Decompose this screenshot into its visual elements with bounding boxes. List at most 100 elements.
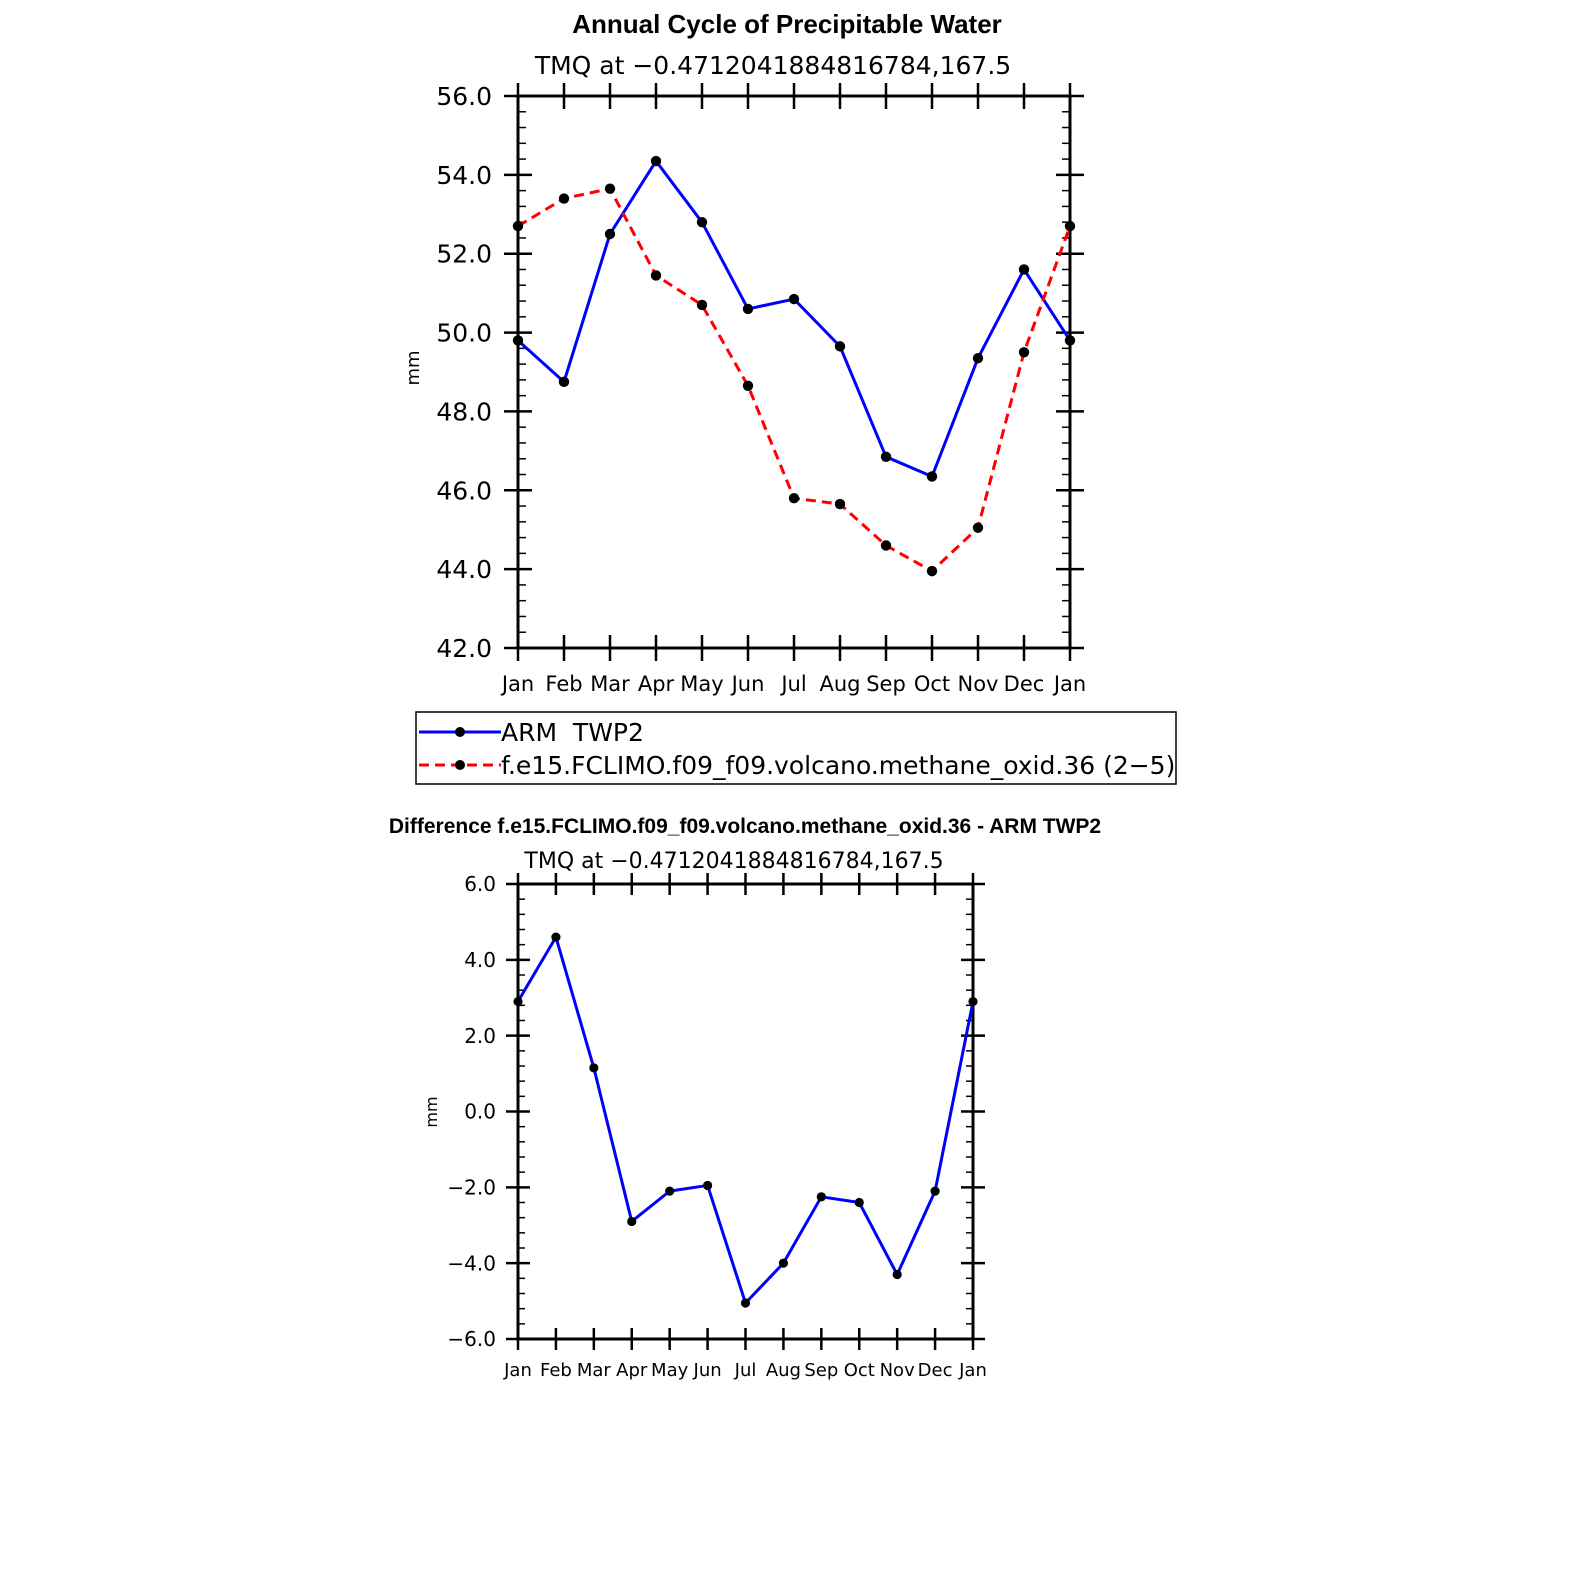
chart1-series-2-point [1018,347,1030,358]
chart2-xtick-label: Jun [693,1360,722,1381]
chart1-xtick-label: Oct [914,672,950,696]
chart2-series-1-point [778,1258,789,1268]
chart1-xtick-label: Dec [1004,672,1045,696]
chart1-title: Annual Cycle of Precipitable Water [572,9,1002,39]
chart1-series-2-point [926,565,938,577]
chart1-series-2-point [1064,220,1076,232]
chart2-series-1-point [627,1216,637,1227]
chart1-series-2-point [788,492,800,504]
chart1-series-2-point [604,183,616,194]
chart1-series-1-point [1018,264,1030,275]
chart1-series-1-point [604,228,616,240]
chart1-legend: ARM TWP2 f.e15.FCLIMO.f09_f09.volcano.me… [415,711,1177,785]
chart1-ytick-label: 54.0 [436,161,492,190]
chart2-series-1-point [589,1063,599,1073]
chart2-xtick-label: Oct [844,1360,875,1381]
chart1-ytick-label: 42.0 [436,634,492,663]
chart2-xtick-label: May [651,1360,689,1381]
chart2-title: Difference f.e15.FCLIMO.f09_f09.volcano.… [389,815,1101,838]
legend-box [415,711,1177,785]
chart1-ytick-label: 52.0 [436,240,492,269]
chart2-ytick-label: 2.0 [464,1024,496,1048]
chart2-xtick-label: Mar [577,1360,612,1381]
chart1-xtick-label: Aug [819,672,860,696]
chart2-ytick-label: −4.0 [447,1251,496,1275]
chart1-series-2-point [834,498,846,510]
chart1-series-2-line [517,187,1072,573]
chart2-xtick-label: Jan [503,1360,532,1381]
chart2-ytick-label: 4.0 [464,948,496,972]
chart2-xtick-label: Nov [880,1360,915,1381]
chart1-xtick-label: Sep [866,672,906,696]
chart1-series-1-line [516,159,1072,478]
chart2-xtick-label: Jul [734,1360,757,1381]
chart2-xtick-label: Aug [766,1360,801,1381]
chart2-ytick-label: −2.0 [447,1176,496,1200]
chart1-series-1-point [834,341,846,352]
legend-label-model: f.e15.FCLIMO.f09_f09.volcano.methane_oxi… [501,751,1175,780]
chart2-series-1-point [702,1180,713,1191]
chart1-ylabel: mm [403,350,424,385]
chart1-plot: 42.0 44.0 46.0 48.0 50.0 52.0 54.0 56.0 Jan Feb Ma… [436,82,1086,696]
chart2-subtitle: TMQ at −0.4712041884816784,167.5 [523,849,943,874]
chart1-series-1-point [972,353,984,364]
chart2-ylabel: mm [422,1096,441,1127]
chart2-series-1-point [740,1298,751,1308]
chart2-xtick-label: Feb [540,1360,572,1381]
chart1-xtick-label: Nov [958,672,999,696]
chart1-series-2-point [558,193,570,204]
chart1-xtick-label: Apr [638,672,675,696]
legend-marker-arm [455,727,465,737]
chart2-ytick-label: 0.0 [464,1100,496,1124]
chart1-xtick-label: Mar [590,672,630,696]
chart1-ytick-label: 48.0 [436,397,492,426]
chart2-series-1-point [816,1192,826,1202]
chart1-series-1-point [512,335,524,346]
chart1-ytick-label: 56.0 [436,82,492,111]
chart2-series-1-point [665,1186,675,1196]
chart2-series-1-point [513,996,523,1007]
chart1-series-1-point [788,293,800,305]
chart2-series-1-point [854,1197,864,1208]
chart1-xtick-label: Jul [779,672,806,696]
chart2-ytick-label: −6.0 [447,1327,496,1351]
chart1-xtick-label: May [680,672,723,696]
chart1-xtick-label: Jan [500,672,534,696]
chart1-series-2-point [696,299,708,311]
chart1-series-1-point [696,216,708,228]
chart1-series-2-point [972,522,984,533]
chart2-series-1-point [551,932,561,942]
chart2-series-1-line [516,935,975,1305]
chart1-frame [516,94,1072,650]
chart2-series-1-point [930,1186,940,1196]
chart1-series-1-point [650,155,662,167]
legend-label-arm: ARM TWP2 [501,718,644,747]
chart1-ytick-label: 50.0 [436,319,492,348]
chart2-series-1-point [968,996,978,1007]
chart1-subtitle: TMQ at −0.4712041884816784,167.5 [534,51,1011,80]
legend-marker-model [455,760,465,770]
chart1-xtick-label: Feb [545,672,582,696]
chart1-xtick-label: Jan [1052,672,1086,696]
chart1-ytick-label: 44.0 [436,555,492,584]
chart1-series-1-point [1064,335,1076,346]
chart2-xtick-label: Jan [958,1360,987,1381]
chart1-series-2-point [880,540,892,551]
chart1-series-1-point [558,376,570,388]
chart1-ytick-label: 46.0 [436,476,492,505]
chart1-series-1-point [880,451,892,462]
chart2-ytick-label: 6.0 [464,872,496,896]
chart2-xtick-label: Sep [804,1360,838,1381]
chart2-xtick-label: Apr [616,1360,648,1381]
chart1-xtick-label: Jun [730,672,765,696]
chart1-series-2-point [512,220,524,232]
chart2-frame [516,882,975,1341]
chart1-series-1-point [926,471,938,482]
chart1-series-2-point [650,270,662,281]
chart1-series-2-point [742,380,754,391]
chart2-xtick-label: Dec [918,1360,953,1381]
chart1-series-1-point [742,303,754,315]
chart2-series-1-point [892,1269,902,1280]
